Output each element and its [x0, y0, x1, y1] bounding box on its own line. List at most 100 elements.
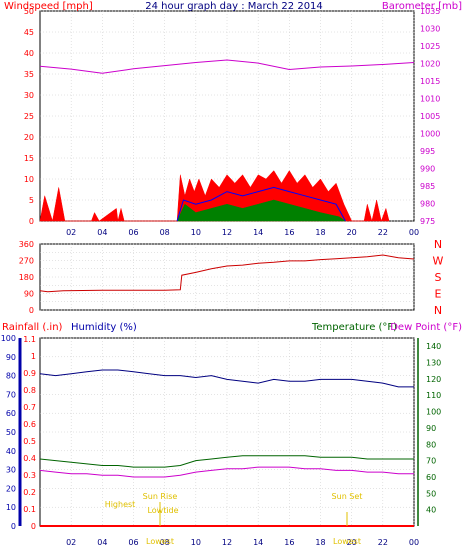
temperature-tick-label: 90 [426, 424, 436, 433]
rain-tick-label: 0.3 [23, 471, 36, 480]
panel1-x-tick-label: 14 [253, 228, 263, 237]
wind-tick-label: 20 [24, 133, 34, 142]
panel3-x-tick-label: 02 [66, 538, 76, 547]
direction-tick-label: 90 [24, 290, 34, 299]
baro-tick-label: 1005 [420, 112, 440, 121]
panel3-x-tick-label: 20 [347, 538, 357, 547]
baro-tick-label: 995 [420, 147, 435, 156]
temperature-tick-label: 50 [426, 489, 436, 498]
wind-tick-label: 45 [24, 28, 34, 37]
rain-tick-label: 0.7 [23, 403, 36, 412]
humidity-tick-label: 40 [6, 447, 16, 456]
direction-tick-label: 180 [19, 273, 34, 282]
temperature-axis-label: Temperature (°F) [311, 322, 397, 333]
humidity-series [39, 369, 414, 388]
temperature-tick-label: 40 [426, 506, 436, 515]
panel3-x-tick-label: 16 [284, 538, 294, 547]
baro-tick-label: 1025 [420, 42, 440, 51]
wind-tick-label: 35 [24, 70, 34, 79]
humidity-tick-label: 30 [6, 466, 16, 475]
wind-tick-label: 25 [24, 112, 34, 121]
panel1-x-tick-label: 04 [97, 228, 107, 237]
wind-tick-label: 5 [29, 196, 34, 205]
chart-title: 24 hour graph day : March 22 2014 [145, 1, 323, 12]
wind-lull-series [176, 199, 347, 222]
temperature-tick-label: 70 [426, 457, 436, 466]
wind-direction-series [39, 254, 415, 293]
humidity-tick-label: 20 [6, 484, 16, 493]
panel1-x-tick-label: 06 [128, 228, 138, 237]
wind-average-series [176, 186, 346, 222]
humidity-tick-label: 80 [6, 372, 16, 381]
humidity-tick-label: 60 [6, 409, 16, 418]
panel1-x-tick-label: 22 [378, 228, 388, 237]
rain-tick-label: 0.2 [23, 488, 36, 497]
panel3-x-tick-label: 12 [222, 538, 232, 547]
wind-tick-label: 40 [24, 49, 34, 58]
panel1-x-tick-label: 16 [284, 228, 294, 237]
direction-tick-label: 0 [29, 306, 34, 315]
rain-tick-label: 1.1 [23, 335, 36, 344]
annotation-lowest-1: Lowest [146, 537, 174, 546]
panel1-x-tick-label: 20 [347, 228, 357, 237]
rain-axis-label: Rainfall (.in) [2, 322, 63, 333]
compass-label: N [434, 304, 442, 317]
baro-tick-label: 990 [420, 165, 435, 174]
rain-tick-label: 0.8 [23, 386, 36, 395]
baro-axis-label: Barometer [mb] [382, 1, 462, 12]
temperature-tick-label: 140 [426, 342, 441, 351]
wind-tick-label: 0 [29, 217, 34, 226]
wind-tick-label: 30 [24, 91, 34, 100]
wind-axis-label: Windspeed [mph] [4, 1, 93, 12]
rain-tick-label: 0.1 [23, 505, 36, 514]
humidity-tick-label: 0 [11, 522, 16, 531]
temperature-tick-label: 100 [426, 408, 441, 417]
wind-tick-label: 15 [24, 154, 34, 163]
panel3-x-tick-label: 22 [378, 538, 388, 547]
baro-tick-label: 1020 [420, 60, 440, 69]
compass-label: S [435, 271, 442, 284]
panel3-x-tick-label: 00 [409, 538, 419, 547]
compass-label: N [434, 238, 442, 251]
wind-tick-label: 10 [24, 175, 34, 184]
panel3-x-tick-label: 10 [191, 538, 201, 547]
panel1-x-tick-label: 10 [191, 228, 201, 237]
direction-tick-label: 360 [19, 240, 34, 249]
panel3-x-tick-label: 18 [315, 538, 325, 547]
humidity-tick-label: 10 [6, 503, 16, 512]
temperature-series [39, 455, 414, 468]
direction-tick-label: 270 [19, 257, 34, 266]
panel3-x-tick-label: 08 [160, 538, 170, 547]
annotation-lowest-2: Lowest [333, 537, 361, 546]
humidity-tick-label: 70 [6, 390, 16, 399]
humidity-tick-label: 100 [1, 334, 16, 343]
compass-label: W [433, 255, 444, 268]
annotation-sunrise: Sun Rise [143, 492, 178, 501]
panel1-x-tick-label: 00 [409, 228, 419, 237]
temperature-tick-label: 130 [426, 359, 441, 368]
compass-label: E [435, 288, 442, 301]
panel1-x-tick-label: 18 [315, 228, 325, 237]
panel3-x-tick-label: 04 [97, 538, 107, 547]
annotation-sunset: Sun Set [332, 492, 363, 501]
panel1-x-tick-label: 08 [160, 228, 170, 237]
dewpoint-axis-label: Dew Point (°F) [390, 322, 462, 333]
wind-tick-label: 50 [24, 7, 34, 16]
rain-tick-label: 0.4 [23, 454, 36, 463]
dewpoint-series [39, 466, 414, 478]
panel1-x-tick-label: 12 [222, 228, 232, 237]
rain-tick-label: 0 [31, 522, 36, 531]
baro-tick-label: 1000 [420, 130, 440, 139]
baro-tick-label: 985 [420, 182, 435, 191]
temperature-tick-label: 80 [426, 440, 436, 449]
panel3-x-tick-label: 06 [128, 538, 138, 547]
humidity-tick-label: 50 [6, 428, 16, 437]
rain-tick-label: 0.5 [23, 437, 36, 446]
annotation-highest: Highest [105, 500, 136, 509]
temperature-tick-label: 110 [426, 391, 441, 400]
humidity-tick-label: 90 [6, 353, 16, 362]
baro-tick-label: 1010 [420, 95, 440, 104]
rain-tick-label: 1 [31, 352, 36, 361]
